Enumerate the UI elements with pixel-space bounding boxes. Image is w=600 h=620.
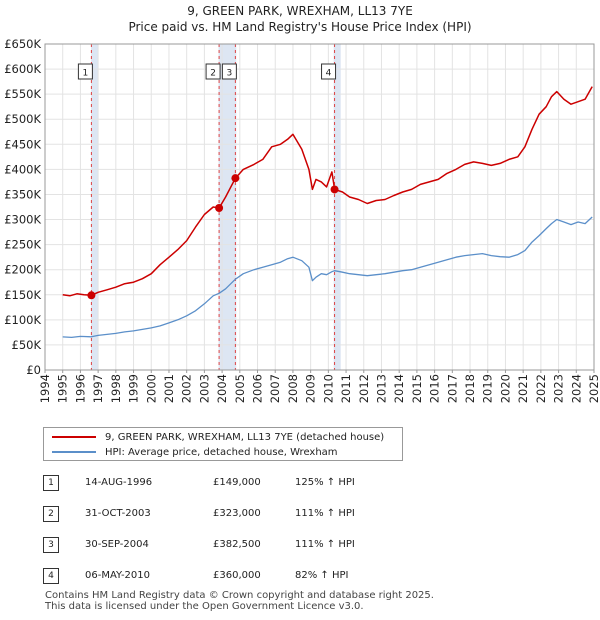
y-tick-label: £200K [4,263,41,277]
x-tick-label: 2022 [534,374,548,403]
x-tick-label: 1999 [127,374,141,403]
y-tick-label: £50K [12,338,42,352]
sale-point [215,204,224,213]
transaction-row: 4 06-MAY-2010 £360,000 82% ↑ HPI [43,566,403,586]
transaction-hpi-change: 125% ↑ HPI [295,477,355,488]
transaction-hpi-change: 111% ↑ HPI [295,539,355,550]
marker-label-box [205,63,221,80]
x-tick-label: 2003 [197,374,211,403]
y-tick-label: £0 [26,363,41,377]
legend-entry-property: 9, GREEN PARK, WREXHAM, LL13 7YE (detach… [52,430,384,444]
plot-frame [44,43,595,371]
y-tick-label: £600K [4,62,41,76]
transaction-row: 2 31-OCT-2003 £323,000 111% ↑ HPI [43,504,403,524]
x-tick-label: 2006 [251,374,265,403]
y-tick-label: £350K [4,187,41,201]
x-tick-label: 2025 [587,374,600,403]
transaction-row: 3 30-SEP-2004 £382,500 111% ↑ HPI [43,535,403,555]
x-tick-label: 2009 [304,374,318,403]
marker-label: 2 [210,69,216,79]
x-tick-label: 2016 [428,374,442,403]
x-tick-label: 2019 [481,374,495,403]
transaction-price: £382,500 [213,539,261,550]
transaction-price: £149,000 [213,477,261,488]
y-tick-label: £250K [4,238,41,252]
x-tick-label: 1997 [91,374,105,403]
x-tick-label: 2011 [339,374,353,403]
x-tick-label: 2014 [392,374,406,403]
transaction-number: 3 [43,537,59,553]
chart-title: 9, GREEN PARK, WREXHAM, LL13 7YE [187,4,413,18]
x-tick-label: 2000 [144,374,158,403]
shaded-band [333,44,341,370]
marker-label-box [321,63,337,80]
footer-copyright: Contains HM Land Registry data © Crown c… [45,590,434,601]
x-tick-label: 2004 [215,374,229,403]
x-tick-label: 2018 [463,374,477,403]
x-tick-label: 2013 [374,374,388,403]
x-tick-label: 1998 [109,374,123,403]
x-tick-label: 1996 [73,374,87,403]
x-tick-label: 2007 [268,374,282,403]
marker-label-box [221,63,237,80]
transaction-date: 06-MAY-2010 [85,570,151,581]
y-tick-label: £500K [4,112,41,126]
hpi-line [62,216,593,339]
legend-swatch-property [52,436,96,438]
footer-licence: This data is licensed under the Open Gov… [45,601,364,612]
price-chart: 1 2 3 4 £0 £50K £100K £150K £200K £250K £300K £350… [4,37,600,403]
x-tick-label: 2008 [286,374,300,403]
transaction-price: £323,000 [213,508,261,519]
marker-label: 3 [227,69,233,79]
x-tick-label: 2002 [180,374,194,403]
y-tick-label: £650K [4,37,41,51]
transaction-price: £360,000 [213,570,261,581]
legend-entry-hpi: HPI: Average price, detached house, Wrex… [52,445,338,459]
transaction-date: 31-OCT-2003 [85,508,151,519]
transaction-number: 4 [43,568,59,584]
x-tick-label: 2017 [445,374,459,403]
x-tick-label: 1994 [38,374,52,403]
shaded-band [91,44,99,370]
transaction-number: 2 [43,506,59,522]
chart-subtitle: Price paid vs. HM Land Registry's House … [128,20,472,34]
x-tick-label: 2005 [233,374,247,403]
plot-area [45,44,594,370]
transaction-row: 1 14-AUG-1996 £149,000 125% ↑ HPI [43,473,403,493]
y-tick-label: £150K [4,288,41,302]
x-tick-label: 2015 [410,374,424,403]
x-tick-label: 2020 [498,374,512,403]
marker-label-box [77,63,93,80]
y-tick-label: £550K [4,87,41,101]
marker-label: 4 [326,69,332,79]
x-tick-label: 2012 [357,374,371,403]
transaction-number: 1 [43,475,59,491]
legend-swatch-hpi [52,451,96,453]
x-tick-label: 1995 [56,374,70,403]
transaction-hpi-change: 82% ↑ HPI [295,570,349,581]
y-tick-label: £400K [4,162,41,176]
y-tick-label: £450K [4,137,41,151]
shaded-band [218,44,237,370]
y-tick-label: £100K [4,313,41,327]
sale-point [231,174,240,183]
x-tick-label: 2021 [516,374,530,403]
sale-point [87,291,96,300]
sale-point [330,185,339,194]
marker-label: 1 [83,69,89,79]
chart-legend: 9, GREEN PARK, WREXHAM, LL13 7YE (detach… [43,427,403,461]
y-tick-label: £300K [4,213,41,227]
transaction-hpi-change: 111% ↑ HPI [295,508,355,519]
legend-label-hpi: HPI: Average price, detached house, Wrex… [105,446,338,458]
x-tick-label: 2024 [569,374,583,403]
legend-label-property: 9, GREEN PARK, WREXHAM, LL13 7YE (detach… [105,431,385,443]
transaction-date: 30-SEP-2004 [85,539,149,550]
property-price-line [62,86,593,297]
x-tick-label: 2010 [321,374,335,403]
x-tick-label: 2023 [552,374,566,403]
transaction-date: 14-AUG-1996 [85,477,153,488]
x-tick-label: 2001 [162,374,176,403]
